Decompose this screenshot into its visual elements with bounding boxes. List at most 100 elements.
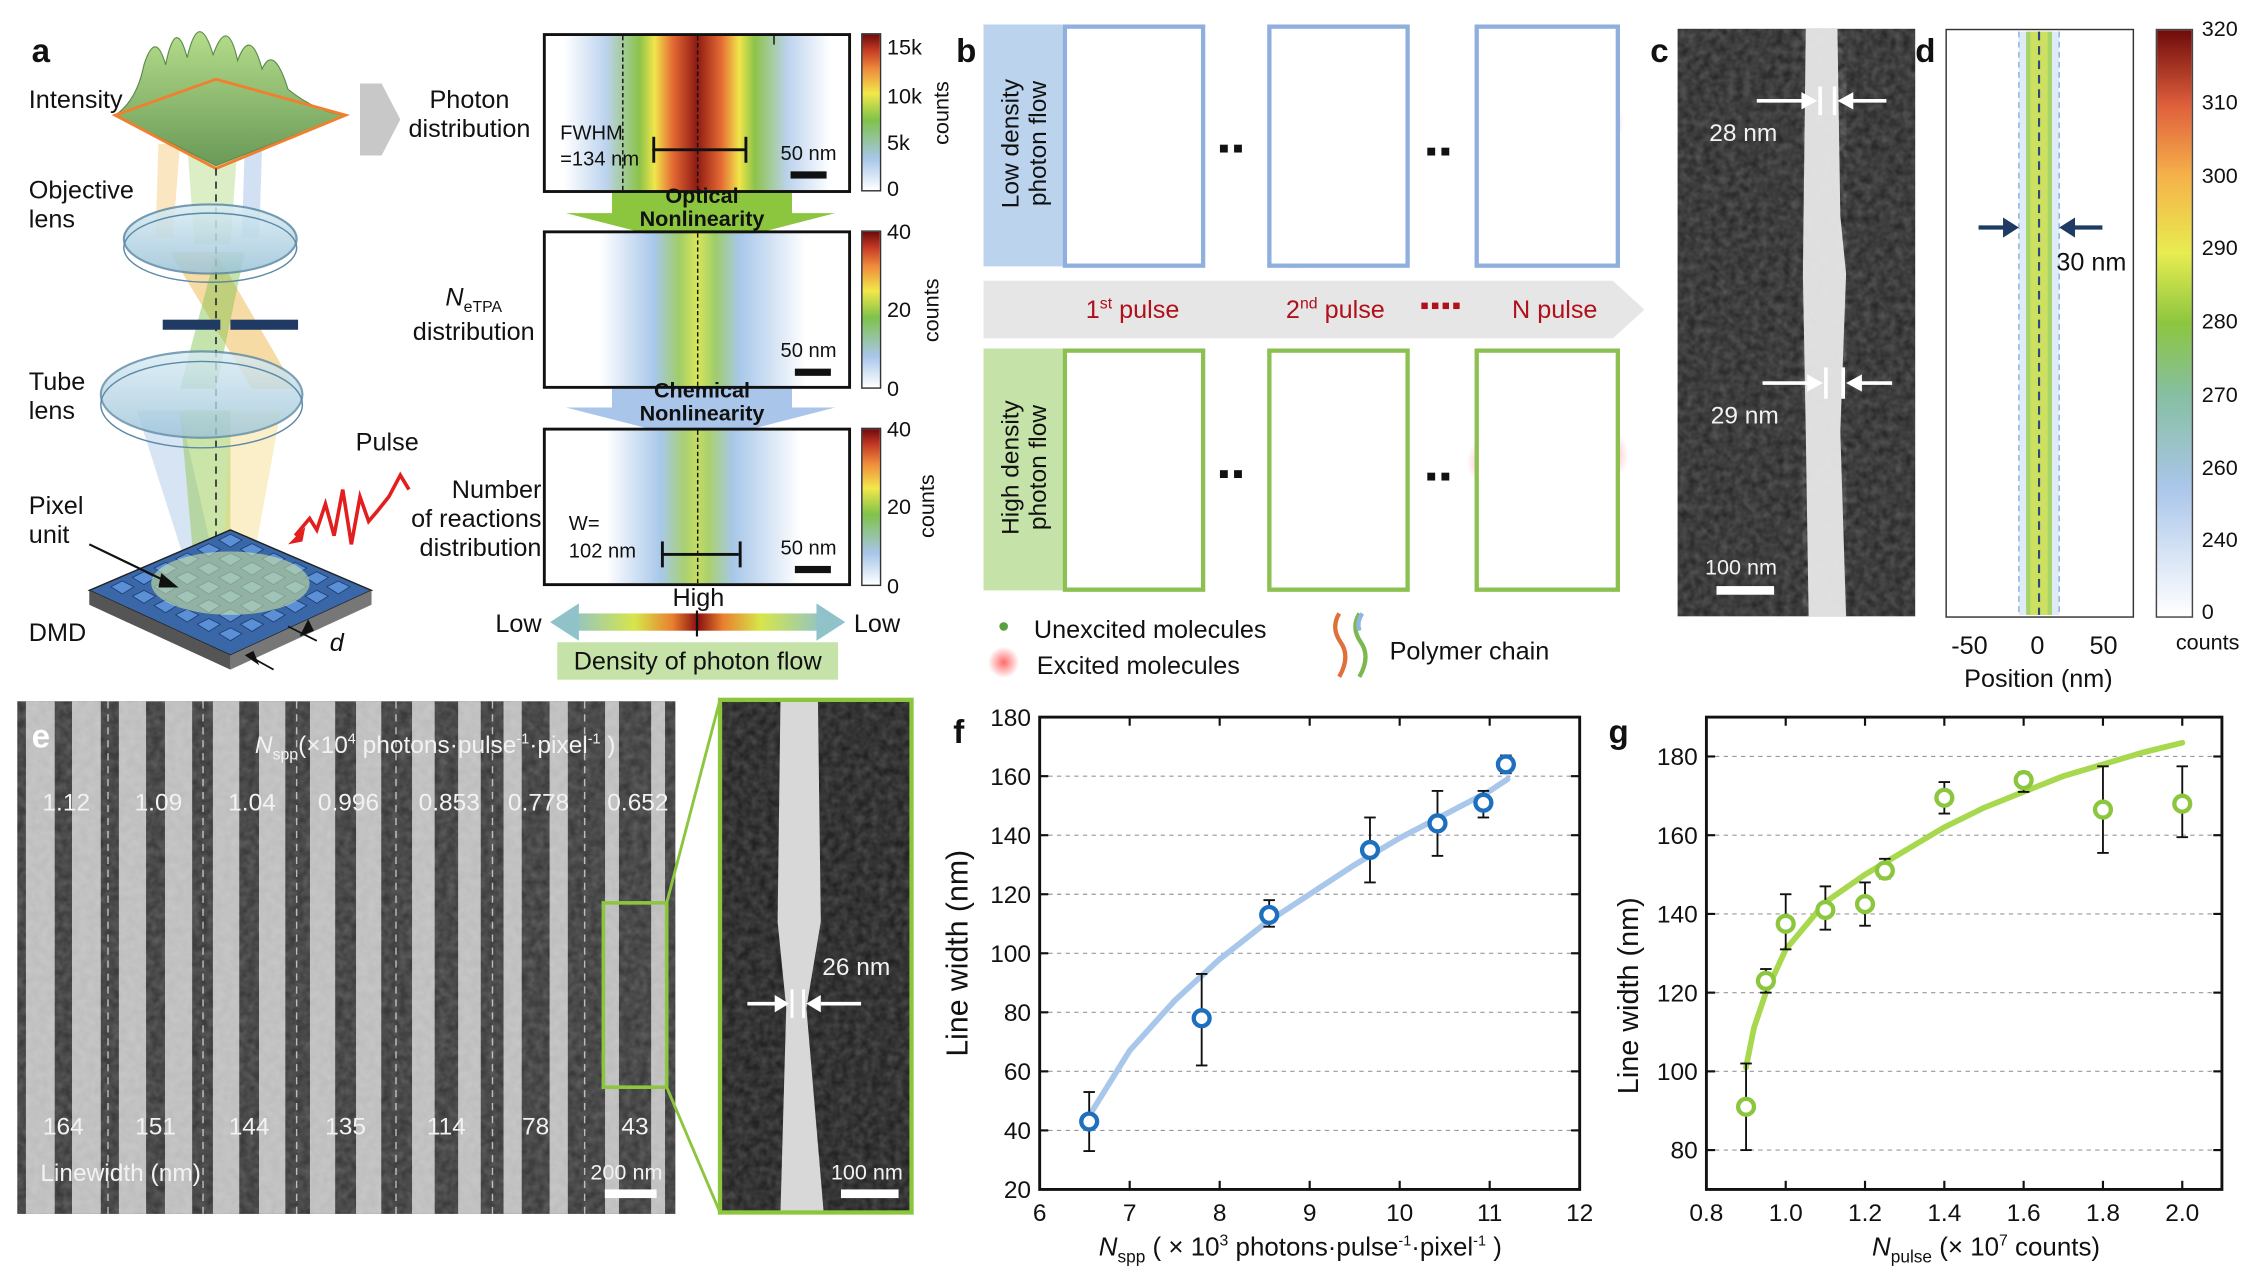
reactions-line1: Number xyxy=(451,475,542,505)
low-density-row-label: Low density photon flow xyxy=(996,23,1052,265)
linewidth-value: 78 xyxy=(522,1113,550,1141)
chemical-line2: Nonlinearity xyxy=(639,401,765,426)
x-tick-label: 2.0 xyxy=(2165,1200,2199,1227)
nspp-value: 1.12 xyxy=(42,789,91,817)
nspp-value: 1.09 xyxy=(134,789,183,817)
micromirror xyxy=(196,617,222,632)
data-point xyxy=(1191,1008,1212,1029)
g-xlabel-var: N xyxy=(1872,1232,1891,1262)
inset-width-arrows xyxy=(747,989,862,1019)
micromirror xyxy=(109,580,135,595)
y-tick-label: 140 xyxy=(1657,902,1698,929)
data-point xyxy=(2172,793,2193,814)
photon-distribution-line1: Photon xyxy=(429,84,510,114)
micromirror xyxy=(304,589,330,604)
chemical-line1: Chemical xyxy=(653,378,751,404)
netpa-distribution-label: NeTPA distribution xyxy=(403,282,544,346)
frame-ellipsis: ▪▪ xyxy=(1218,455,1247,492)
g-x-axis-label: Npulse (× 107 counts) xyxy=(1872,1233,2100,1268)
data-point xyxy=(1495,754,1516,775)
nspp-value: 1.04 xyxy=(228,789,276,817)
width-label-d: 30 nm xyxy=(2056,247,2127,277)
y-tick-label: 80 xyxy=(1004,1000,1031,1027)
pixel-unit-label-line2: unit xyxy=(28,520,70,549)
legend-polymer: Polymer chain xyxy=(1389,636,1550,666)
x-tick-label: 0.8 xyxy=(1689,1200,1723,1227)
micromirror xyxy=(217,627,243,642)
fwhm-label: FWHM =134 nm xyxy=(560,120,639,172)
pulse-n-label: N pulse xyxy=(1512,295,1597,324)
inset-width-label: 26 nm xyxy=(822,953,891,981)
linewidth-value: 43 xyxy=(621,1113,649,1141)
nspp-value: 0.778 xyxy=(507,789,570,817)
reactions-heatmap: W= 102 nm 50 nm xyxy=(542,427,852,587)
data-point xyxy=(1934,787,1955,808)
linewidth-value: 114 xyxy=(426,1113,466,1141)
w-bound-right xyxy=(738,541,742,568)
high-row-line2: photon flow xyxy=(1023,404,1052,531)
unexcited-molecule-icon xyxy=(999,622,1009,631)
density-low-left-label: Low xyxy=(495,609,542,638)
y-tick-label: 100 xyxy=(1657,1059,1698,1086)
linewidth-value: 164 xyxy=(42,1113,84,1141)
pulse-sup: nd xyxy=(1299,295,1318,313)
pixel-unit-pointer xyxy=(88,543,171,585)
colorbar-tick: 20 xyxy=(887,298,912,323)
pixel-unit-label: Pixel unit xyxy=(29,491,84,549)
high-row-line1: High density xyxy=(996,400,1025,535)
low-row-line1: Low density xyxy=(996,78,1025,209)
scale-bar-label: 50 nm xyxy=(780,535,837,559)
dmd-side-right xyxy=(230,590,372,670)
heatmap-gridline xyxy=(621,36,623,191)
fwhm-line1: FWHM xyxy=(560,120,623,144)
nspp-value: 0.652 xyxy=(607,789,669,817)
nspp-tail2: ·pixel xyxy=(529,731,588,759)
optical-nonlinearity-arrow xyxy=(565,184,836,248)
colorbar-label: counts xyxy=(929,81,955,145)
reactions-distribution-label: Number of reactions distribution xyxy=(377,475,541,562)
photon-distribution-label: Photon distribution xyxy=(396,85,543,143)
reaction-map-frame xyxy=(1945,28,2135,618)
y-tick-label: 180 xyxy=(1657,744,1698,771)
panel-label-g: g xyxy=(1608,712,1629,751)
y-tick-label: 20 xyxy=(1004,1177,1031,1204)
micromirror xyxy=(131,589,157,604)
colorbar-tick: 10k xyxy=(887,84,922,110)
y-tick-label: 40 xyxy=(1004,1118,1031,1145)
dmd-illumination xyxy=(151,551,310,615)
panel-label-e: e xyxy=(31,717,51,755)
linewidth-label: Linewidth (nm) xyxy=(40,1159,201,1187)
colorbar-tick: 320 xyxy=(2201,17,2238,42)
x-tick-label: 8 xyxy=(1213,1200,1227,1227)
chemical-nonlinearity-arrow xyxy=(565,378,836,443)
scale-bar-label: 50 nm xyxy=(780,141,837,165)
fit-curve xyxy=(1086,776,1511,1119)
intensity-label: Intensity xyxy=(28,84,123,114)
inset-frame xyxy=(717,697,914,1215)
width-arrows-d xyxy=(1978,217,2103,238)
beam-yellow-down xyxy=(223,410,281,569)
intensity-plane xyxy=(111,77,351,171)
linewidth-value: 135 xyxy=(325,1113,367,1141)
f-xlabel-sup2: -1 xyxy=(1398,1234,1412,1250)
colorbar-tick: 260 xyxy=(2201,456,2238,481)
width-arrows-bottom xyxy=(1762,367,1893,399)
micromirror xyxy=(261,608,287,623)
microscope-schematic xyxy=(87,31,411,671)
optical-nonlinearity-label: Optical Nonlinearity xyxy=(619,185,785,231)
fwhm-bound-left xyxy=(652,136,656,163)
gray-flow-arrow xyxy=(360,83,401,156)
x-tick-label: 12 xyxy=(1566,1200,1593,1227)
colorbar-tick: 0 xyxy=(887,177,900,202)
y-tick-label: 120 xyxy=(1657,980,1698,1007)
y-tick-label: 80 xyxy=(1671,1138,1698,1165)
y-tick-label: 100 xyxy=(990,941,1031,968)
scale-bar xyxy=(790,171,827,179)
micromirror xyxy=(325,580,351,595)
nspp-sup2: -1 xyxy=(516,732,530,748)
pixel-unit-label-line1: Pixel xyxy=(28,491,84,520)
pulse-rest: pulse xyxy=(1530,295,1598,324)
micromirror xyxy=(304,571,330,586)
colorbar-tick: 40 xyxy=(887,417,912,443)
colorbar-tick: 310 xyxy=(2201,90,2238,116)
